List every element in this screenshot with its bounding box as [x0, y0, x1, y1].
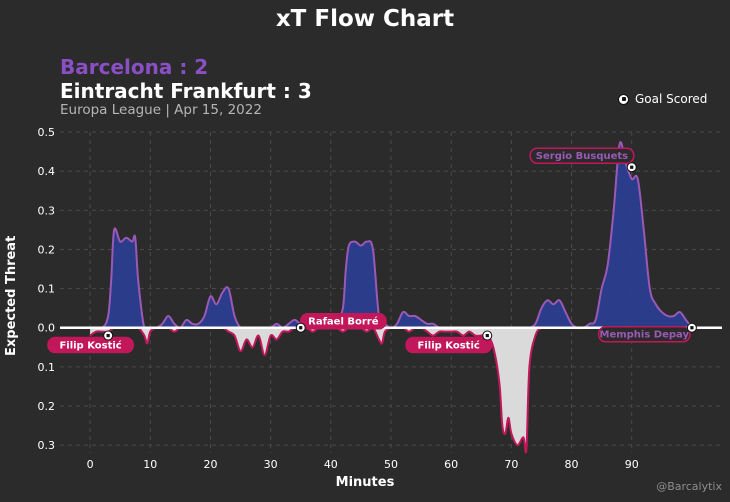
goal-label-box [47, 336, 134, 354]
goal-legend-label: Goal Scored [635, 92, 708, 106]
goal-marker: Filip Kostić [405, 330, 493, 354]
x-axis-label: Minutes [335, 475, 395, 490]
goal-scorer-label: Memphis Depay [600, 330, 690, 341]
goal-scorer-label: Filip Kostić [418, 340, 480, 352]
goal-label-box [405, 336, 493, 354]
y-tick-label: 0.2 [38, 400, 56, 413]
goal-scorer-label: Filip Kostić [59, 340, 121, 352]
x-tick-label: 30 [264, 458, 278, 471]
football-icon-patch [299, 326, 303, 330]
x-tick-label: 40 [324, 458, 338, 471]
x-tick-label: 90 [625, 458, 639, 471]
goal-marker: Sergio Busquets [529, 147, 637, 173]
football-icon [618, 93, 629, 105]
goal-scorer-label: Rafael Borré [308, 316, 379, 328]
goal-legend: Goal Scored [618, 92, 707, 106]
goal-label-box [597, 325, 691, 343]
football-icon-patch [106, 333, 110, 338]
y-tick-label: 0.3 [38, 439, 56, 452]
y-tick-label: 0.5 [38, 126, 56, 139]
goal-marker: Rafael Borré [295, 312, 387, 333]
axis-ticks: 0 10 20 30 40 50 60 70 80 90 0.5 0.4 0.3 0.2 0.1 0.0 0.1… [38, 126, 639, 471]
match-info: Europa League | Apr 15, 2022 [60, 102, 262, 118]
chart-title: xT Flow Chart [275, 6, 455, 32]
y-tick-label: 0.0 [38, 322, 56, 335]
goal-scorer-label: Sergio Busquets [536, 151, 628, 162]
y-tick-label: 0.2 [38, 243, 56, 256]
y-tick-label: 0.1 [38, 361, 56, 374]
y-tick-label: 0.4 [38, 165, 56, 178]
goal-marker: Filip Kostić [47, 330, 134, 354]
goal-label-box [299, 312, 387, 330]
goal-annotations: Sergio Busquets Memphis Depay Filip Kostić… [47, 147, 697, 354]
y-tick-label: 0.1 [38, 283, 56, 296]
goal-label-box [529, 147, 635, 164]
football-icon-patch [690, 326, 694, 330]
x-tick-label: 20 [203, 458, 217, 471]
home-area-fill [90, 142, 692, 332]
x-tick-label: 50 [384, 458, 398, 471]
y-tick-label: 0.3 [38, 204, 56, 217]
football-icon-patch [485, 333, 489, 338]
x-tick-label: 60 [444, 458, 458, 471]
credit: @Barcalytix [656, 480, 722, 493]
x-tick-label: 0 [87, 458, 94, 471]
x-tick-label: 70 [504, 458, 518, 471]
x-tick-label: 80 [565, 458, 579, 471]
away-team-score: Eintracht Frankfurt : 3 [60, 79, 312, 103]
y-axis-label: Expected Threat [4, 235, 19, 356]
home-team-score: Barcelona : 2 [60, 55, 209, 79]
football-icon-patch [630, 165, 634, 169]
x-tick-label: 10 [143, 458, 157, 471]
goal-marker: Memphis Depay [597, 322, 697, 343]
